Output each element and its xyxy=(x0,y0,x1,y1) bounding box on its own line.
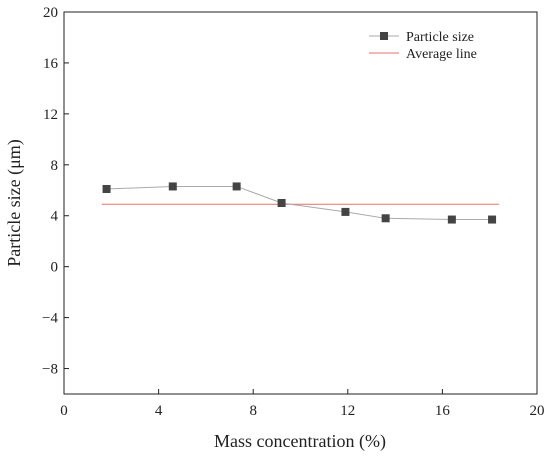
y-axis: −8 −4 0 4 8 12 16 20 xyxy=(42,5,69,378)
x-tick-label: 4 xyxy=(155,403,163,419)
particle-size-point xyxy=(488,215,497,224)
particle-size-line xyxy=(106,185,493,221)
particle-size-point xyxy=(232,182,241,191)
particle-size-point xyxy=(381,214,390,223)
y-tick-label: 12 xyxy=(43,107,58,123)
y-tick-label: 16 xyxy=(43,56,59,72)
series-layer xyxy=(101,182,500,224)
particle-size-point xyxy=(341,207,350,216)
y-tick-label: 4 xyxy=(51,209,59,225)
plot-frame xyxy=(63,11,538,395)
legend: Particle size Average line xyxy=(369,30,477,62)
x-tick-label: 0 xyxy=(60,403,68,419)
x-axis-title: Mass concentration (%) xyxy=(214,431,386,452)
legend-label-average-line: Average line xyxy=(406,47,477,62)
y-tick-label: −4 xyxy=(42,311,58,327)
y-tick-label: 8 xyxy=(51,158,59,174)
particle-size-point xyxy=(447,215,456,224)
particle-size-point xyxy=(277,199,286,207)
y-tick-label: −8 xyxy=(42,362,58,378)
particle-size-point xyxy=(102,184,111,193)
legend-label-particle-size: Particle size xyxy=(406,30,474,45)
x-tick-label: 20 xyxy=(530,403,545,419)
particle-size-point xyxy=(168,182,177,191)
y-axis-title: Particle size (μm) xyxy=(4,139,25,267)
x-tick-label: 12 xyxy=(340,403,355,419)
x-tick-label: 16 xyxy=(435,403,451,419)
x-tick-label: 8 xyxy=(249,403,257,419)
legend-marker-particle-size xyxy=(380,32,388,40)
y-tick-label: 0 xyxy=(51,260,59,276)
x-axis: 0 4 8 12 16 20 xyxy=(60,389,545,419)
y-tick-label: 20 xyxy=(43,5,58,21)
